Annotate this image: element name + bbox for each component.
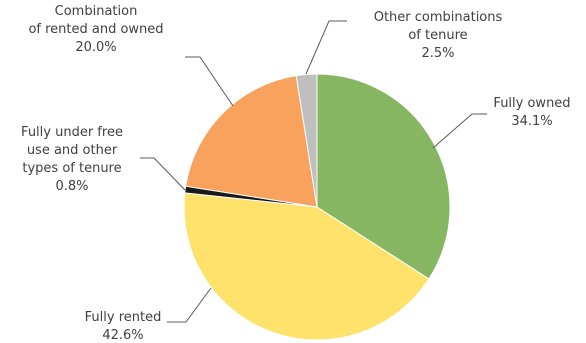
slice-label-line: Fully under free bbox=[21, 125, 123, 140]
slice-value: 0.8% bbox=[55, 179, 88, 194]
slice-label-line: Other combinations bbox=[374, 10, 503, 25]
pie-slice-other-combinations bbox=[295, 73, 318, 208]
leader-line-rented-and-owned bbox=[185, 56, 234, 107]
slice-label-line: Fully owned bbox=[493, 96, 570, 111]
slice-value: 2.5% bbox=[421, 46, 454, 61]
slice-label-line: of rented and owned bbox=[28, 22, 163, 37]
leader-line-fully-rented bbox=[167, 287, 212, 323]
data-label-rented-and-owned: Combination of rented and owned 20.0% bbox=[28, 4, 163, 55]
pie-slice-fully-rented bbox=[183, 192, 430, 341]
pie-slice-fully-owned bbox=[316, 73, 451, 280]
slice-value: 34.1% bbox=[511, 114, 552, 129]
slice-label-line: use and other bbox=[27, 143, 118, 158]
pie-slice-rented-and-owned bbox=[185, 75, 318, 208]
slice-label-line: Combination bbox=[55, 4, 138, 19]
slice-label-line: of tenure bbox=[408, 28, 467, 43]
data-label-other-combinations: Other combinations of tenure 2.5% bbox=[374, 10, 503, 61]
data-label-free-use-other: Fully under free use and other types of te… bbox=[21, 125, 123, 194]
slice-value: 20.0% bbox=[75, 40, 116, 55]
slice-value: 42.6% bbox=[102, 328, 143, 343]
leader-line-free-use-other bbox=[140, 157, 186, 191]
data-label-fully-owned: Fully owned 34.1% bbox=[493, 96, 570, 129]
leader-line-other-combinations bbox=[305, 20, 347, 75]
slice-label-line: Fully rented bbox=[85, 310, 162, 325]
leader-line-fully-owned bbox=[432, 113, 487, 149]
data-label-fully-rented: Fully rented 42.6% bbox=[85, 310, 162, 343]
slice-label-line: types of tenure bbox=[22, 161, 121, 176]
